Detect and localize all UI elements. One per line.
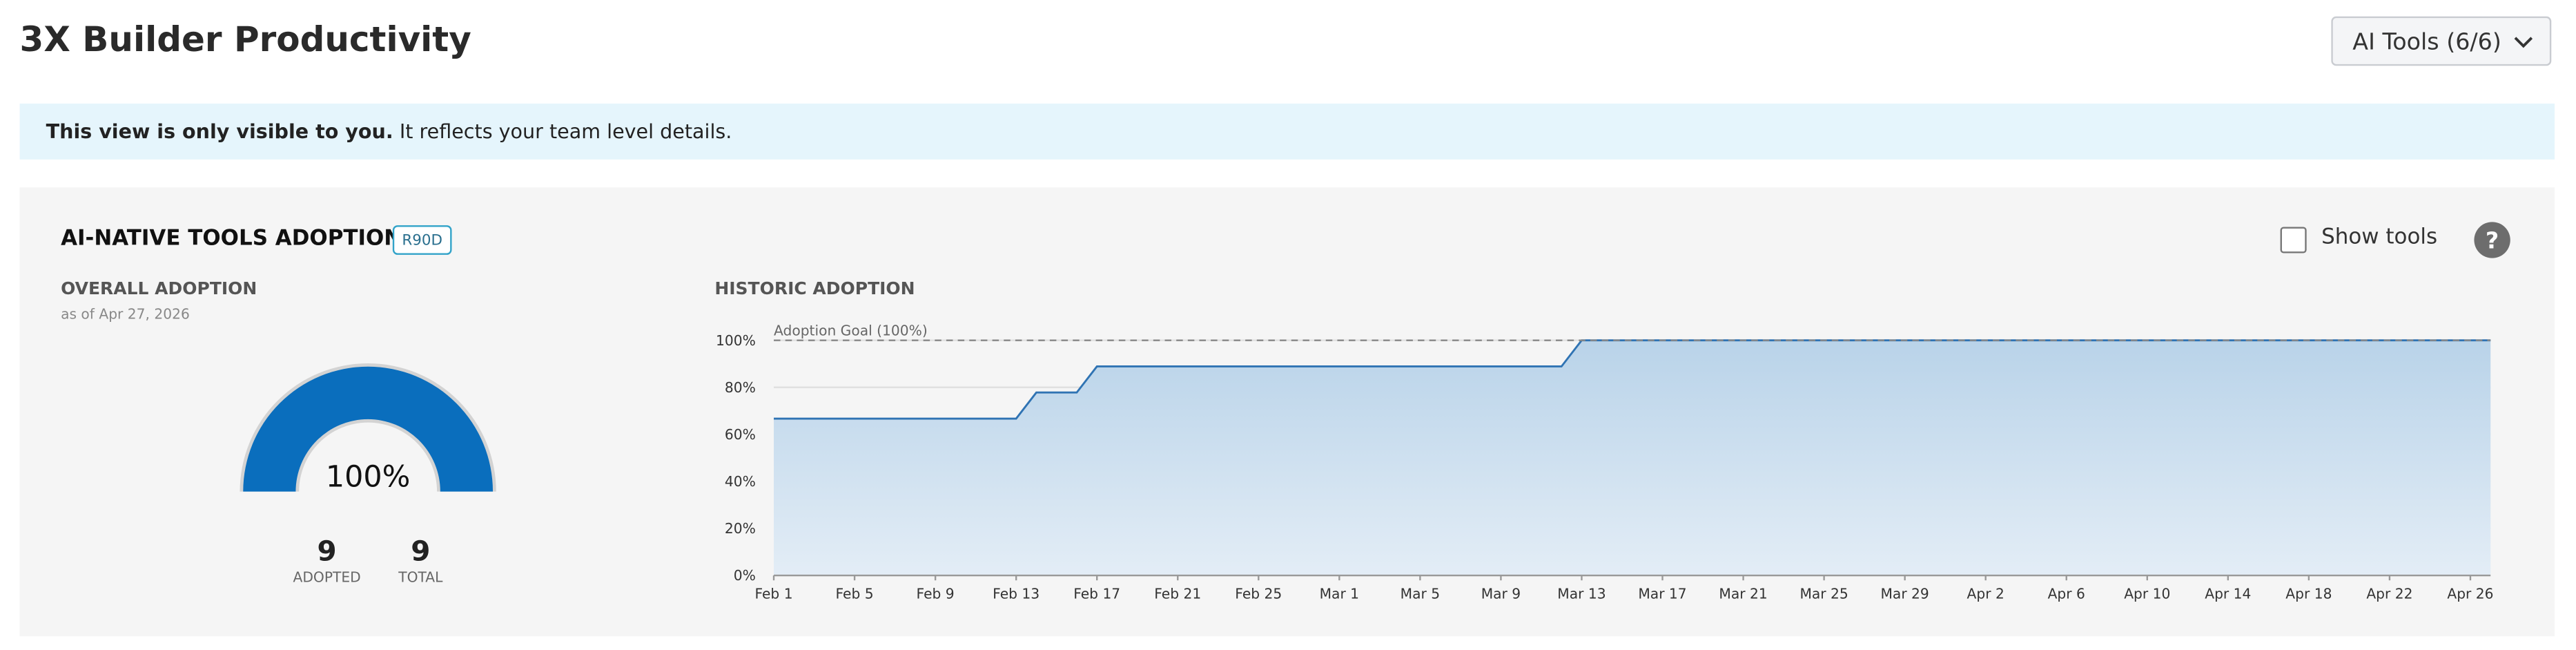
x-tick-label: Mar 1 <box>1320 585 1359 602</box>
x-tick-label: Feb 5 <box>836 585 874 602</box>
x-tick-label: Apr 26 <box>2447 585 2493 602</box>
y-tick-label: 60% <box>725 426 756 443</box>
as-of: as of Apr 27, 2026 <box>61 307 190 324</box>
checkbox-label[interactable]: Show tools <box>2321 225 2438 250</box>
banner-bold: This view is only visible to you. <box>46 120 393 144</box>
checkbox[interactable] <box>2280 227 2307 254</box>
area-line <box>774 339 2491 420</box>
x-tick-label: Mar 17 <box>1638 585 1686 602</box>
chevron <box>2514 37 2533 48</box>
x-tick-label: Apr 6 <box>2048 585 2085 602</box>
banner-text: It reflects your team level details. <box>399 120 732 144</box>
card-title: AI-NATIVE TOOLS ADOPTION <box>61 227 402 252</box>
badge: R90D <box>392 225 452 255</box>
x-tick-label: Apr 2 <box>1967 585 2004 602</box>
x-tick-label: Mar 13 <box>1557 585 1606 602</box>
x-tick-label: Mar 29 <box>1880 585 1929 602</box>
y-tick-label: 80% <box>725 379 756 396</box>
x-tick-label: Feb 25 <box>1235 585 1282 602</box>
info-banner: This view is only visible to you. It ref… <box>19 103 2555 160</box>
overall-title: OVERALL ADOPTION <box>61 279 257 300</box>
x-tick-label: Apr 10 <box>2124 585 2170 602</box>
goal-label: Adoption Goal (100%) <box>774 323 928 339</box>
x-tick-label: Feb 21 <box>1154 585 1201 602</box>
x-tick-label: Feb 17 <box>1073 585 1120 602</box>
x-tick-label: Mar 5 <box>1401 585 1440 602</box>
x-tick-label: Mar 21 <box>1719 585 1767 602</box>
y-tick-label: 100% <box>716 332 756 349</box>
gauge-fill <box>243 366 494 492</box>
chart-title: HISTORIC ADOPTION <box>714 279 915 300</box>
gauge-label: 100% <box>326 460 410 495</box>
tools-dropdown[interactable]: AI Tools (6/6) <box>2331 16 2552 66</box>
x-tick-label: Mar 9 <box>1481 585 1521 602</box>
x-tick-label: Feb 1 <box>754 585 792 602</box>
adopted-count: 9 <box>318 535 337 568</box>
x-tick-label: Apr 18 <box>2285 585 2332 602</box>
y-tick-label: 40% <box>725 473 756 490</box>
x-tick-label: Apr 14 <box>2205 585 2251 602</box>
x-tick-label: Feb 9 <box>917 585 955 602</box>
x-tick-label: Apr 22 <box>2366 585 2412 602</box>
help-icon[interactable] <box>2474 222 2510 258</box>
adopted-label: ADOPTED <box>293 569 361 586</box>
y-tick-label: 0% <box>734 567 756 584</box>
page-title: 3X Builder Productivity <box>19 19 471 59</box>
total-label: TOTAL <box>398 569 443 586</box>
x-tick-label: Feb 13 <box>993 585 1040 602</box>
area-fill <box>774 340 2491 576</box>
total-count: 9 <box>411 535 430 568</box>
help-glyph[interactable]: ? <box>2486 227 2499 254</box>
x-tick-label: Mar 25 <box>1799 585 1848 602</box>
dropdown-label: AI Tools (6/6) <box>2352 29 2501 56</box>
y-tick-label: 20% <box>725 520 756 537</box>
